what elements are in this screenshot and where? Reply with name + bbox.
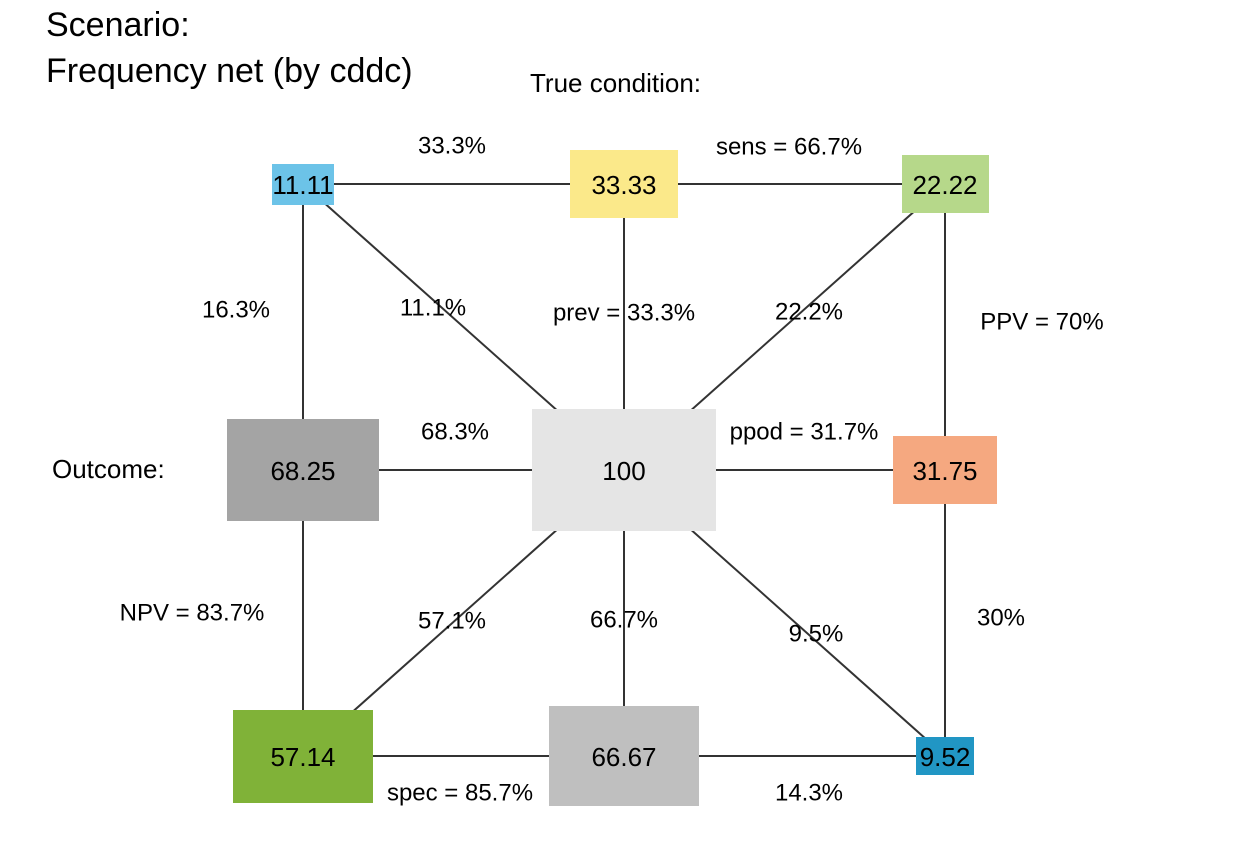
edge-label-bottom-right: 14.3%: [775, 780, 843, 807]
node-hi-label: 11.11: [272, 170, 333, 200]
outcome-heading: Outcome:: [52, 454, 165, 484]
edge-label-ppod: ppod = 31.7%: [730, 419, 879, 446]
node-hi-box: [272, 164, 334, 205]
edge-label-diag-ur: 22.2%: [775, 299, 843, 326]
node-tp-box: [902, 155, 989, 213]
node-dec-neg-box: [227, 419, 379, 521]
node-tn-label: 57.14: [270, 742, 335, 772]
edge-label-ppv: PPV = 70%: [980, 309, 1103, 336]
title-frequency-net: Frequency net (by cddc): [46, 52, 413, 90]
node-cond-true-box: [570, 150, 678, 218]
edge-label-left-top: 16.3%: [202, 297, 270, 324]
title-scenario: Scenario:: [46, 6, 190, 44]
edge-label-diag-ll: 57.1%: [418, 608, 486, 635]
edge-label-spec: spec = 85.7%: [387, 780, 533, 807]
edge-label-npv: NPV = 83.7%: [120, 600, 265, 627]
node-tp-label: 22.22: [912, 170, 977, 200]
node-cond-false-label: 66.67: [591, 742, 656, 772]
node-fa-box: [916, 737, 974, 775]
node-labels: 100 11.11 33.33 22.22 68.25 31.75 57.14 …: [270, 170, 977, 772]
node-dec-neg-label: 68.25: [270, 456, 335, 486]
edge-label-sens: sens = 66.7%: [716, 134, 862, 161]
node-dec-pos-label: 31.75: [912, 456, 977, 486]
true-condition-heading: True condition:: [530, 68, 702, 98]
edge-label-prev: prev = 33.3%: [553, 300, 695, 327]
node-tn-box: [233, 710, 373, 803]
node-center-label: 100: [602, 456, 645, 486]
edge-label-diag-ul: 11.1%: [400, 295, 466, 322]
edge-label-mid-left: 68.3%: [421, 419, 489, 446]
edge-label-diag-lr: 9.5%: [789, 621, 844, 648]
node-fa-label: 9.52: [920, 742, 971, 772]
nodes: [227, 150, 997, 806]
edge-labels: 33.3% sens = 66.7% 16.3% 11.1% prev = 33…: [120, 133, 1104, 807]
edge-label-right-bottom: 30%: [977, 605, 1025, 632]
node-cond-false-box: [549, 706, 699, 806]
node-dec-pos-box: [893, 436, 997, 504]
node-cond-true-label: 33.33: [591, 170, 656, 200]
edge-label-top-left: 33.3%: [418, 133, 486, 160]
node-center-box: [532, 409, 716, 531]
edge-label-vert-bottom: 66.7%: [590, 607, 658, 634]
